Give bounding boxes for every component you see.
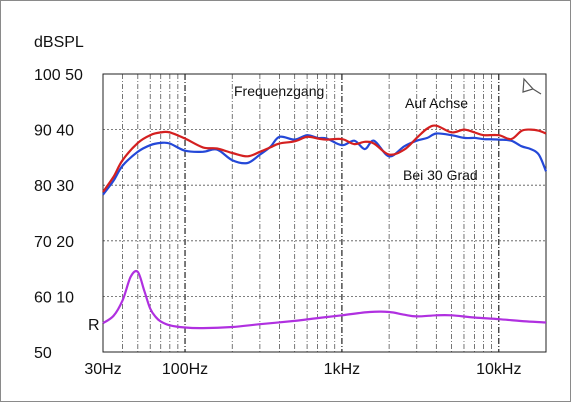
y-tick-label: R (88, 317, 100, 334)
series-line-bei-30-grad (102, 132, 548, 196)
series-line-impedance (102, 269, 547, 330)
chart-title: Frequenzgang (234, 83, 324, 99)
x-tick-label: 100Hz (162, 361, 208, 378)
tick-labels: 100 50 90 40 80 30 70 20 60 10 R 50 30Hz 100Hz 1k… (34, 67, 521, 378)
x-tick-label: 10kHz (476, 361, 521, 378)
legend-auf-achse: Auf Achse (405, 95, 468, 111)
y-axis-label: dBSPL (34, 34, 84, 51)
labels: dBSPL Frequenzgang Auf Achse Bei 30 Grad (34, 34, 478, 183)
y-tick-label: 70 20 (34, 234, 74, 251)
y-tick-label: 100 50 (34, 67, 83, 84)
legend-bei-30-grad: Bei 30 Grad (403, 167, 478, 183)
y-tick-label: 50 (34, 345, 52, 362)
cursor-icon (522, 77, 542, 95)
series-layer (102, 124, 548, 330)
series-line-auf-achse (102, 124, 547, 193)
grid (103, 74, 546, 352)
y-tick-label: 90 40 (34, 123, 74, 140)
y-tick-label: 60 10 (34, 289, 74, 306)
x-tick-label: 1kHz (324, 361, 360, 378)
plot-area-border (102, 73, 547, 353)
y-tick-label: 80 30 (34, 178, 74, 195)
x-tick-label: 30Hz (84, 361, 121, 378)
